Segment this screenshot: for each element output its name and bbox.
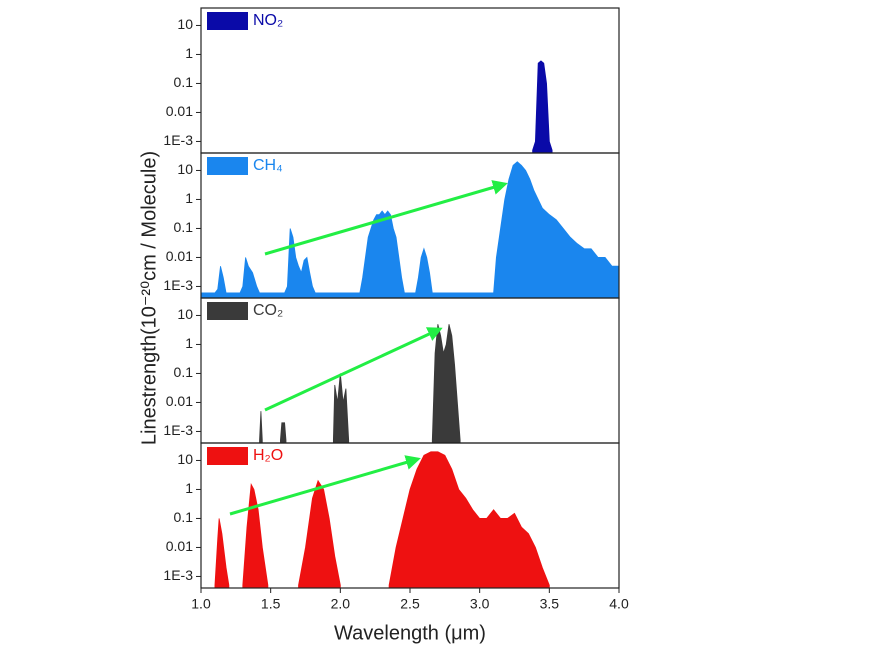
x-tick-label: 2.5 (400, 596, 420, 612)
y-tick-label: 0.1 (174, 74, 194, 90)
x-tick-label: 2.0 (331, 596, 351, 612)
spectrum-area (214, 451, 550, 589)
y-tick-label: 1E-3 (163, 422, 193, 438)
y-tick-label: 1 (185, 190, 193, 206)
legend-swatch (207, 302, 248, 320)
y-tick-label: 0.01 (166, 538, 193, 554)
y-tick-label: 10 (177, 451, 193, 467)
legend-label: H₂O (253, 447, 283, 464)
y-tick-label: 1E-3 (163, 277, 193, 293)
trend-arrow (264, 180, 508, 256)
spectrum-area (259, 324, 461, 444)
y-tick-label: 1E-3 (163, 132, 193, 148)
plots: NO₂ 10 1 0.1 0.01 1E-3 CH₄ 10 1 0.1 0.01 1E-3 CO₂ 10 1… (163, 7, 629, 644)
legend-swatch (207, 157, 248, 175)
y-tick-label: 1E-3 (163, 567, 193, 583)
x-axis-title: Wavelength (μm) (334, 622, 486, 644)
panel-frame (200, 7, 620, 154)
y-axis-title: Linestrength(10⁻²⁰cm / Molecule) (138, 151, 160, 445)
y-tick-label: 1 (185, 335, 193, 351)
y-tick-label: 10 (177, 16, 193, 32)
y-tick-label: 1 (185, 480, 193, 496)
legend-label: CO₂ (253, 302, 283, 319)
trend-arrow (264, 327, 443, 412)
x-tick-label: 1.0 (191, 596, 211, 612)
arrows (229, 180, 508, 516)
legend-swatch (207, 447, 248, 465)
legend-label: NO₂ (253, 12, 283, 29)
panel-frame (200, 297, 620, 444)
x-tick-label: 1.5 (261, 596, 281, 612)
y-tick-label: 1 (185, 45, 193, 61)
x-tick-label: 4.0 (609, 596, 629, 612)
x-tick-label: 3.5 (540, 596, 560, 612)
y-tick-label: 0.01 (166, 103, 193, 119)
trend-arrow (229, 455, 421, 516)
y-tick-label: 0.1 (174, 219, 194, 235)
legend-label: CH₄ (253, 157, 283, 174)
y-tick-label: 0.1 (174, 364, 194, 380)
x-tick-label: 3.0 (470, 596, 490, 612)
spectrum-area (200, 161, 620, 299)
y-tick-label: 0.01 (166, 393, 193, 409)
y-tick-label: 0.01 (166, 248, 193, 264)
y-tick-label: 0.1 (174, 509, 194, 525)
spectrum-area (532, 60, 553, 154)
y-tick-label: 10 (177, 306, 193, 322)
legend-swatch (207, 12, 248, 30)
y-tick-label: 10 (177, 161, 193, 177)
